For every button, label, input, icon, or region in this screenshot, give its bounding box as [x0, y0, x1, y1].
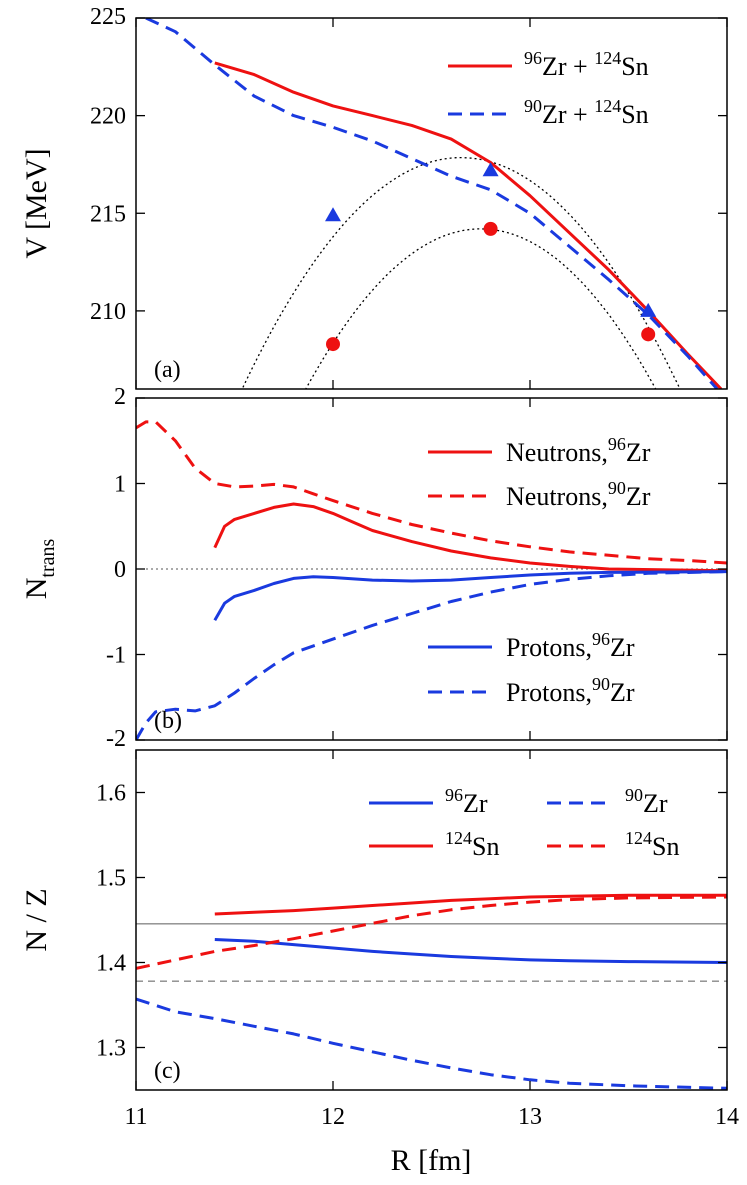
panel-c: 1.6 1.5 1.4 1.3 (c) N / Z [20, 749, 728, 1091]
series-line-3 [136, 570, 727, 740]
legend-end: Sn [621, 52, 648, 81]
panel-b: 2 1 0 -1 -2 (b) Ntrans [20, 384, 728, 752]
fit-curve-1 [305, 228, 657, 389]
legend-mid: Zr + [542, 52, 594, 81]
legend-sup: 124 [625, 828, 652, 848]
legend-c-label-0: 96Zr [445, 785, 488, 818]
panel-a-frame [135, 17, 728, 390]
ytick-label: -2 [106, 726, 126, 752]
panel-a-plot-area [145, 18, 723, 389]
series-line-0 [214, 61, 723, 389]
panel-a: 225 220 215 210 (a) V [MeV] [20, 4, 728, 390]
legend-a-label-0: 96Zr + 124Sn [524, 48, 649, 81]
series-line-1 [136, 420, 727, 565]
legend-sup: 96 [608, 434, 626, 454]
ytick-label: 2 [114, 384, 126, 410]
marker-circle-0 [326, 337, 340, 352]
legend-b-label-3: Protons,90Zr [506, 674, 635, 707]
marker-triangle-0 [325, 207, 341, 222]
ylabel: V [MeV] [20, 148, 53, 258]
legend-sup: 96 [445, 785, 463, 805]
legend-sup: 124 [594, 48, 621, 68]
ytick-label: 225 [90, 4, 126, 30]
legend-name: Protons, [506, 678, 592, 707]
legend-sup: 90 [524, 96, 542, 116]
panel-label: (c) [154, 1058, 181, 1084]
panel-label: (b) [154, 708, 182, 734]
legend-sup: 96 [524, 48, 542, 68]
legend-sup: 124 [445, 828, 472, 848]
ytick-label: 1.6 [96, 781, 126, 807]
legend-sup: 124 [594, 96, 621, 116]
ytick-label: 220 [90, 104, 126, 130]
marker-circle-2 [641, 327, 656, 342]
series-line-0 [214, 938, 727, 964]
legend-end: Zr [463, 789, 488, 818]
legend-end: Zr [610, 678, 635, 707]
marker-triangle-1 [482, 162, 499, 177]
legend-sup: 90 [608, 478, 626, 498]
legend-end: Zr [626, 482, 651, 511]
ytick-label: 1.4 [96, 951, 126, 977]
ylabel-sub: trans [37, 539, 59, 578]
legend-end: Zr [643, 789, 668, 818]
ytick-label: 1.5 [96, 866, 126, 892]
legend-b-label-0: Neutrons,96Zr [506, 434, 651, 467]
legend-a-label-1: 90Zr + 124Sn [524, 96, 649, 129]
panel-c-frame [135, 749, 728, 1091]
series-line-1 [214, 893, 727, 916]
ytick-label: 215 [90, 201, 126, 227]
legend-end: Sn [652, 832, 679, 861]
series-line-3 [136, 895, 727, 970]
legend-sup: 90 [592, 674, 610, 694]
series-line-2 [213, 570, 727, 622]
legend-name: Neutrons, [506, 482, 608, 511]
ytick-label: 1.3 [96, 1036, 126, 1062]
ylabel: N / Z [20, 888, 53, 951]
xtick-label: 13 [518, 1104, 542, 1130]
marker-circle-1 [483, 221, 498, 236]
xtick-label: 11 [124, 1104, 147, 1130]
ytick-label: 210 [90, 299, 126, 325]
legend-name: Neutrons, [506, 438, 608, 467]
fit-curve-0 [241, 156, 681, 389]
panel-b-plot-area [136, 420, 727, 740]
panel-label: (a) [154, 357, 181, 383]
legend-c-label-1: 124Sn [445, 828, 499, 861]
ylabel: Ntrans [20, 539, 59, 600]
legend-c-label-3: 124Sn [625, 828, 679, 861]
ytick-label: -1 [106, 643, 126, 669]
ytick-label: 0 [114, 557, 126, 583]
legend-name: Protons, [506, 633, 592, 662]
legend-end: Zr [626, 438, 651, 467]
legend-end: Sn [472, 832, 499, 861]
ylabel-main: N [20, 578, 53, 600]
panel-c-plot-area [136, 893, 727, 1090]
legend-end: Zr [610, 633, 635, 662]
legend-end: Sn [621, 100, 648, 129]
xtick-label: 12 [321, 1104, 345, 1130]
legend-b-label-2: Protons,96Zr [506, 629, 635, 662]
xlabel: R [fm] [391, 1144, 472, 1177]
marker-triangle-2 [640, 302, 657, 317]
legend-sup: 90 [625, 785, 643, 805]
legend-sup: 96 [592, 629, 610, 649]
legend-b-label-1: Neutrons,90Zr [506, 478, 651, 511]
series-line-0 [213, 502, 727, 573]
xtick-label: 14 [715, 1104, 739, 1130]
legend-mid: Zr + [542, 100, 594, 129]
series-line-2 [136, 997, 727, 1090]
ytick-label: 1 [114, 472, 126, 498]
legend-c-label-2: 90Zr [625, 785, 668, 818]
